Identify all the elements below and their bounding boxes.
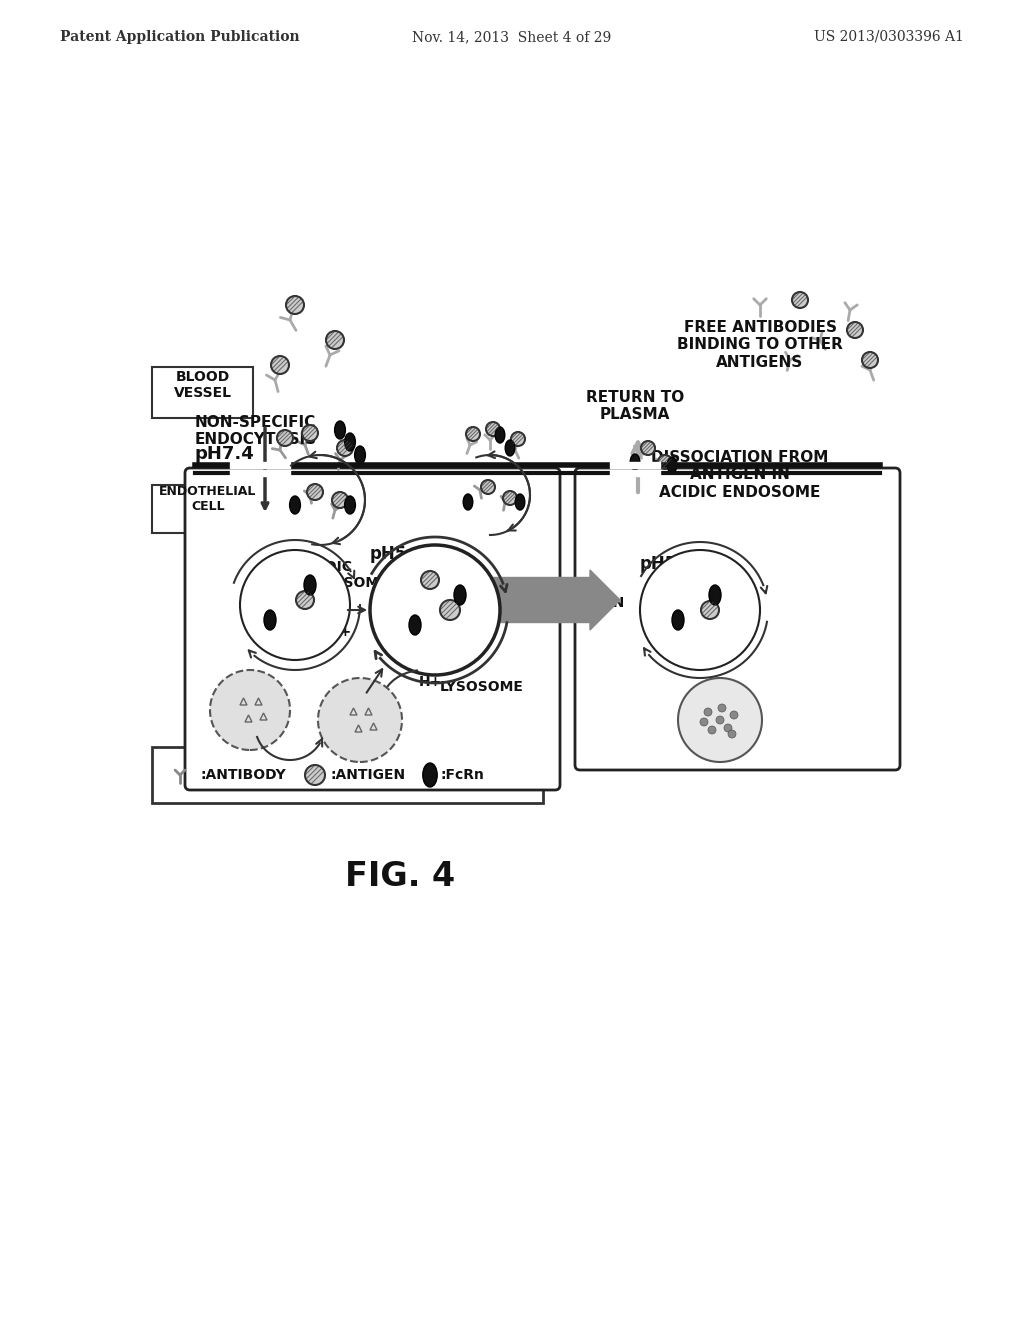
Circle shape: [792, 292, 808, 308]
FancyBboxPatch shape: [152, 747, 543, 803]
Circle shape: [421, 572, 439, 589]
Circle shape: [466, 426, 480, 441]
Ellipse shape: [290, 496, 300, 513]
Text: :ANTIBODY: :ANTIBODY: [200, 768, 286, 781]
Circle shape: [440, 601, 460, 620]
Circle shape: [486, 422, 500, 436]
Ellipse shape: [709, 585, 721, 605]
Text: pH5~6: pH5~6: [640, 554, 702, 573]
Text: US 2013/0303396 A1: US 2013/0303396 A1: [814, 30, 964, 44]
Circle shape: [278, 430, 293, 446]
FancyBboxPatch shape: [152, 367, 253, 418]
Text: Patent Application Publication: Patent Application Publication: [60, 30, 300, 44]
Ellipse shape: [409, 615, 421, 635]
Text: H+: H+: [329, 624, 351, 639]
Circle shape: [708, 726, 716, 734]
Circle shape: [728, 730, 736, 738]
Ellipse shape: [335, 421, 345, 440]
Text: pH7.4: pH7.4: [195, 445, 255, 463]
Ellipse shape: [668, 457, 677, 473]
FancyBboxPatch shape: [575, 469, 900, 770]
Circle shape: [307, 484, 323, 500]
Circle shape: [847, 322, 863, 338]
Circle shape: [318, 678, 402, 762]
Ellipse shape: [423, 763, 437, 787]
Circle shape: [705, 708, 712, 715]
Text: LYSOSOME: LYSOSOME: [440, 680, 524, 694]
Ellipse shape: [345, 496, 355, 513]
Text: ACIDIC
ENDOSOME: ACIDIC ENDOSOME: [300, 560, 389, 590]
Circle shape: [724, 723, 732, 733]
Circle shape: [678, 678, 762, 762]
Text: ANTIGEN
DEGRADATION: ANTIGEN DEGRADATION: [511, 579, 625, 610]
Circle shape: [305, 766, 325, 785]
Text: H+: H+: [419, 675, 441, 689]
Circle shape: [326, 331, 344, 348]
Circle shape: [296, 591, 314, 609]
Circle shape: [332, 492, 348, 508]
Circle shape: [302, 425, 318, 441]
Circle shape: [271, 356, 289, 374]
Ellipse shape: [515, 494, 524, 510]
Circle shape: [240, 550, 350, 660]
Ellipse shape: [505, 440, 515, 455]
Ellipse shape: [454, 585, 466, 605]
Circle shape: [716, 715, 724, 723]
Circle shape: [503, 491, 517, 506]
Text: Nov. 14, 2013  Sheet 4 of 29: Nov. 14, 2013 Sheet 4 of 29: [413, 30, 611, 44]
Ellipse shape: [630, 454, 640, 470]
FancyBboxPatch shape: [152, 484, 263, 533]
Circle shape: [370, 545, 500, 675]
Circle shape: [210, 671, 290, 750]
Text: DISSOCIATION FROM
ANTIGEN IN
ACIDIC ENDOSOME: DISSOCIATION FROM ANTIGEN IN ACIDIC ENDO…: [651, 450, 828, 500]
Circle shape: [641, 441, 655, 455]
Text: RETURN TO
PLASMA: RETURN TO PLASMA: [586, 389, 684, 422]
Circle shape: [701, 601, 719, 619]
Circle shape: [700, 718, 708, 726]
Text: pH5~6: pH5~6: [370, 545, 432, 564]
Ellipse shape: [672, 610, 684, 630]
Text: FIG. 4: FIG. 4: [345, 861, 455, 894]
Text: NON-SPECIFIC
ENDOCYTOSIS: NON-SPECIFIC ENDOCYTOSIS: [195, 414, 317, 447]
Circle shape: [640, 550, 760, 671]
Text: :FcRn: :FcRn: [440, 768, 484, 781]
Text: FREE ANTIBODIES
BINDING TO OTHER
ANTIGENS: FREE ANTIBODIES BINDING TO OTHER ANTIGEN…: [677, 319, 843, 370]
Text: BLOOD
VESSEL: BLOOD VESSEL: [174, 370, 232, 400]
Ellipse shape: [264, 610, 276, 630]
FancyArrow shape: [460, 570, 620, 630]
Circle shape: [511, 432, 525, 446]
Ellipse shape: [463, 494, 473, 510]
Circle shape: [286, 296, 304, 314]
Circle shape: [730, 711, 738, 719]
Ellipse shape: [354, 446, 366, 465]
Ellipse shape: [345, 433, 355, 451]
Circle shape: [658, 455, 672, 469]
Circle shape: [481, 480, 495, 494]
Ellipse shape: [496, 426, 505, 444]
Circle shape: [718, 704, 726, 711]
FancyBboxPatch shape: [185, 469, 560, 789]
Ellipse shape: [304, 576, 316, 595]
Circle shape: [862, 352, 878, 368]
Text: :ANTIGEN: :ANTIGEN: [330, 768, 406, 781]
Circle shape: [337, 440, 353, 455]
Text: ENDOTHELIAL
CELL: ENDOTHELIAL CELL: [160, 484, 257, 513]
